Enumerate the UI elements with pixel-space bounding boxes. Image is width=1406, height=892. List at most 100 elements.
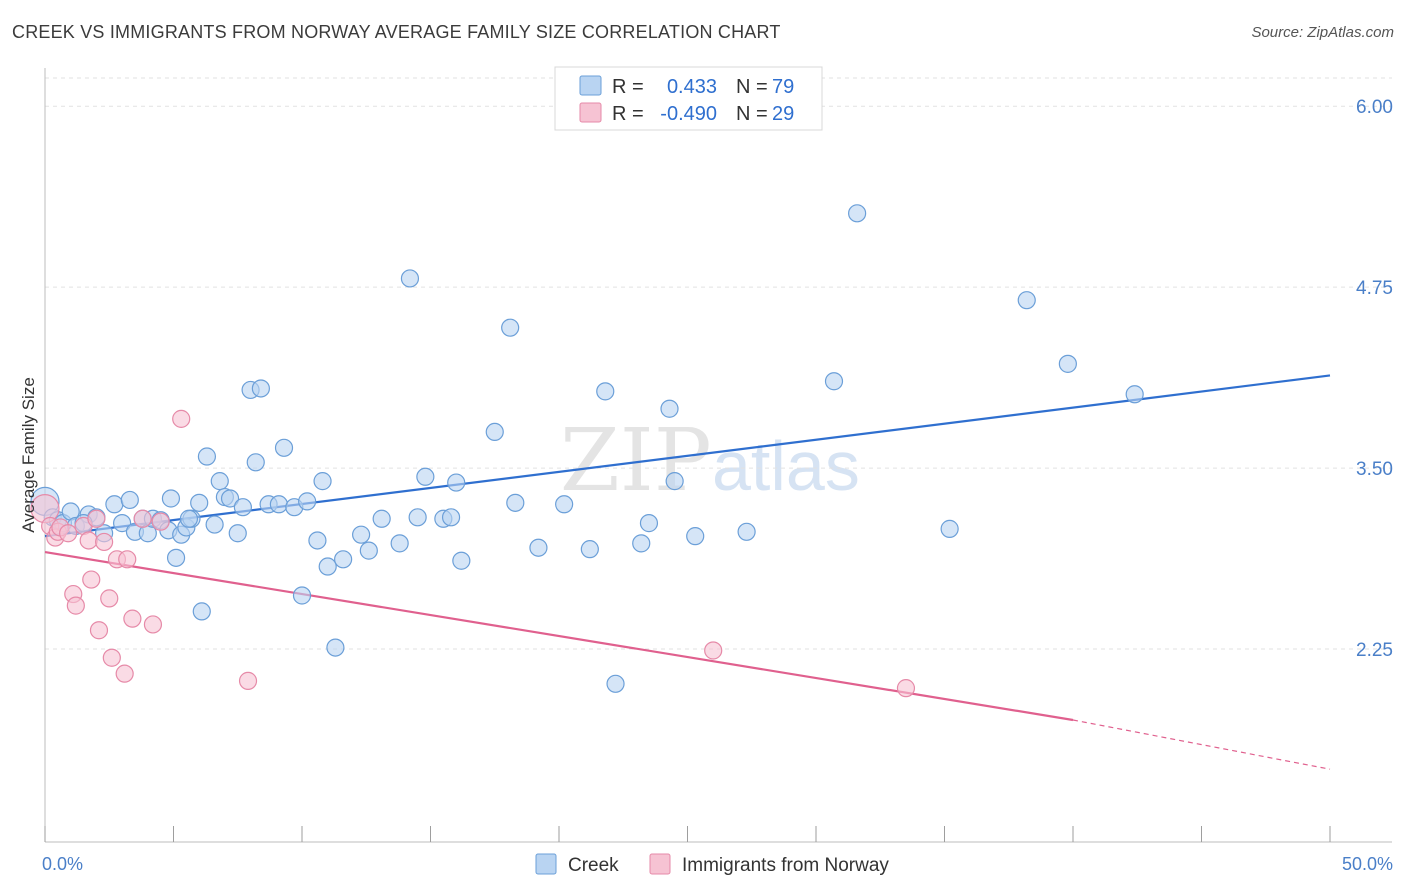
- creek-point: [326, 638, 345, 657]
- creek-point: [452, 551, 471, 570]
- bottom-legend-creek-label: Creek: [568, 855, 619, 876]
- creek-point: [580, 540, 599, 559]
- x-tick-label: 50.0%: [1342, 854, 1393, 874]
- creek-point: [274, 438, 294, 457]
- norway-point: [896, 679, 916, 698]
- norway-point: [123, 609, 142, 628]
- creek-point: [390, 534, 409, 553]
- y-axis-label: Average Family Size: [19, 377, 38, 533]
- creek-point: [228, 524, 247, 543]
- data-points: [30, 204, 1144, 698]
- creek-point: [192, 602, 211, 621]
- watermark-atlas: atlas: [712, 427, 860, 505]
- norway-point: [79, 531, 98, 550]
- norway-point: [172, 409, 191, 428]
- legend-norway-n-label: N =: [736, 103, 768, 125]
- creek-point: [400, 269, 420, 288]
- bottom-legend-norway-swatch: [649, 853, 671, 875]
- creek-point: [596, 382, 615, 401]
- y-tick-label: 3.50: [1356, 459, 1393, 480]
- creek-point: [632, 534, 651, 553]
- creek-point: [359, 541, 378, 560]
- creek-point: [529, 538, 548, 557]
- norway-point: [704, 641, 723, 660]
- creek-point: [416, 467, 435, 486]
- creek-point: [210, 472, 229, 491]
- y-tick-label: 2.25: [1356, 640, 1393, 661]
- legend-norway-r-label: R =: [612, 103, 644, 125]
- creek-point: [1017, 291, 1036, 310]
- creek-point: [501, 318, 520, 337]
- norway-point: [66, 596, 85, 615]
- creek-point: [308, 531, 327, 550]
- gridlines: [45, 77, 1392, 650]
- creek-trend-line: [44, 374, 1331, 538]
- creek-point: [292, 586, 312, 605]
- creek-point: [269, 495, 288, 514]
- creek-point: [112, 514, 132, 533]
- norway-point: [59, 524, 78, 543]
- legend-norway-n-value: 29: [772, 103, 794, 125]
- norway-point: [151, 512, 170, 531]
- creek-point: [408, 508, 427, 527]
- legend: R = 0.433 N = 79 R = -0.490 N = 29: [554, 66, 823, 131]
- creek-point: [190, 493, 209, 512]
- norway-point: [133, 509, 152, 528]
- creek-point: [120, 490, 139, 510]
- creek-point: [940, 519, 959, 538]
- creek-point: [686, 527, 705, 546]
- legend-creek-r-label: R =: [612, 76, 644, 98]
- creek-point: [318, 557, 337, 576]
- creek-point: [105, 495, 124, 514]
- creek-point: [1125, 385, 1144, 404]
- chart-title: CREEK VS IMMIGRANTS FROM NORWAY AVERAGE …: [12, 22, 781, 42]
- norway-point: [100, 589, 119, 608]
- creek-point: [352, 525, 371, 544]
- creek-point: [246, 453, 265, 472]
- norway-point: [115, 664, 134, 683]
- creek-point: [447, 473, 466, 492]
- creek-point: [555, 495, 574, 514]
- creek-point: [665, 472, 684, 491]
- norway-point: [143, 615, 163, 634]
- legend-norway-r-value: -0.490: [660, 103, 717, 125]
- creek-point: [606, 674, 625, 693]
- source-label: Source: ZipAtlas.com: [1251, 24, 1394, 41]
- creek-point: [848, 204, 867, 223]
- creek-point: [1058, 354, 1077, 373]
- creek-point: [506, 493, 525, 512]
- creek-point: [161, 489, 181, 508]
- creek-point: [205, 515, 224, 534]
- creek-point: [233, 498, 252, 517]
- tick-labels: 2.25 3.50 4.75 6.00 0.0% 50.0%: [42, 97, 1393, 874]
- creek-point: [313, 472, 332, 491]
- watermark: ZIP atlas: [560, 411, 860, 511]
- series-legend: Creek Immigrants from Norway: [535, 853, 889, 876]
- legend-creek-n-value: 79: [772, 76, 794, 98]
- bottom-legend-creek-swatch: [535, 853, 557, 875]
- creek-point: [485, 422, 504, 442]
- creek-point: [334, 550, 353, 569]
- legend-norway-swatch: [579, 102, 602, 123]
- creek-point: [737, 522, 756, 541]
- creek-point: [660, 399, 679, 418]
- y-tick-label: 6.00: [1356, 97, 1393, 118]
- creek-point: [179, 509, 199, 528]
- creek-point: [220, 489, 240, 508]
- legend-creek-n-label: N =: [736, 76, 768, 98]
- creek-point: [824, 372, 844, 391]
- legend-creek-swatch: [579, 75, 602, 96]
- watermark-zip: ZIP: [560, 411, 712, 511]
- norway-point: [118, 550, 137, 569]
- norway-point: [95, 532, 114, 552]
- creek-point: [639, 514, 659, 533]
- y-tick-label: 4.75: [1356, 278, 1393, 299]
- creek-point: [441, 508, 461, 527]
- bottom-legend-norway-label: Immigrants from Norway: [682, 855, 889, 876]
- norway-trend-line: [44, 550, 1074, 722]
- legend-creek-r-value: 0.433: [667, 76, 717, 98]
- norway-point: [89, 621, 109, 640]
- creek-point: [197, 447, 217, 466]
- creek-point: [372, 509, 391, 528]
- norway-trend-line-extrapolated: [1072, 719, 1331, 770]
